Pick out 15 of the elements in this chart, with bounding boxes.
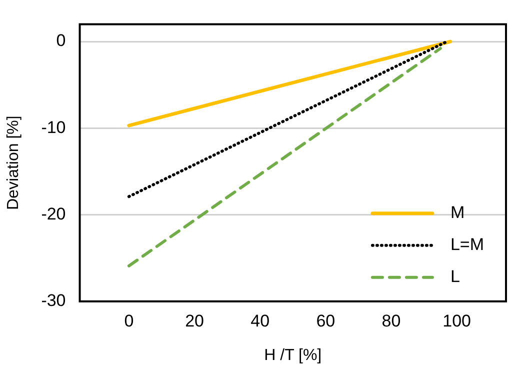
x-tick-label: 40 — [250, 311, 270, 330]
x-tick-label: 0 — [124, 311, 134, 330]
x-axis-title: H /T [%] — [264, 346, 322, 364]
x-tick-label: 20 — [185, 311, 204, 330]
y-tick-label: 0 — [56, 31, 66, 50]
legend-label: L — [450, 267, 460, 286]
legend-label: L=M — [450, 235, 484, 254]
y-axis-title: Deviation [%] — [5, 116, 22, 210]
legend-label: M — [450, 203, 465, 222]
x-tick-label: 80 — [382, 311, 401, 330]
y-tick-label: -20 — [41, 204, 66, 224]
x-tick-label: 60 — [316, 311, 336, 330]
y-tick-label: -10 — [41, 118, 66, 137]
x-tick-label: 100 — [442, 311, 472, 330]
y-tick-label: -30 — [41, 291, 66, 310]
